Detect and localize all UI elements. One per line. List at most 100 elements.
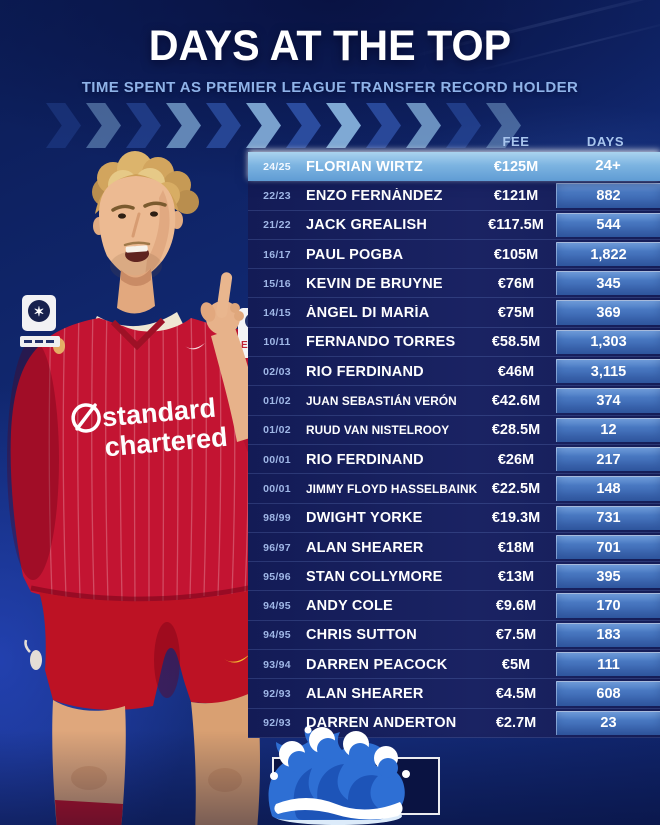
fee-value: €13M xyxy=(497,568,535,585)
player-name: ALAN SHEARER xyxy=(306,539,424,556)
days-value: 24+ xyxy=(595,157,621,175)
fee-value: €125M xyxy=(493,158,539,175)
fee-value: €2.7M xyxy=(495,715,537,732)
player-name: PAUL POGBA xyxy=(306,246,404,263)
fee-value: €4.5M xyxy=(495,685,537,702)
days-value: 148 xyxy=(556,476,660,501)
season-label: 94/95 xyxy=(263,600,291,613)
days-value: 395 xyxy=(556,564,660,589)
table-row: 94/95 CHRIS SUTTON €7.5M 183 xyxy=(248,620,660,651)
fee-value: €46M xyxy=(497,363,535,380)
fee-value: €105M xyxy=(493,246,539,263)
days-cell: 183 xyxy=(551,621,660,650)
table-row: 92/93 ALAN SHEARER €4.5M 608 xyxy=(248,679,660,709)
player-name: ÁNGEL DI MARÍA xyxy=(306,305,430,322)
season-label: 02/03 xyxy=(263,365,291,378)
days-value: 731 xyxy=(556,505,660,530)
fee-value: €5M xyxy=(501,656,531,673)
days-value: 701 xyxy=(556,534,660,560)
season-label: 10/11 xyxy=(263,336,291,349)
table-row: 24/25 FLORIAN WIRTZ €125M 24+ xyxy=(248,152,660,182)
days-cell: 701 xyxy=(551,533,660,562)
days-cell: 170 xyxy=(551,591,660,620)
days-value: 1,822 xyxy=(556,241,660,267)
player-name: STAN COLLYMORE xyxy=(306,568,443,585)
player-name: JUAN SEBASTIÁN VERÓN xyxy=(306,394,457,409)
player-name: JIMMY FLOYD HASSELBAINK xyxy=(306,481,478,496)
days-cell: 369 xyxy=(551,298,660,327)
season-label: 01/02 xyxy=(263,395,291,408)
days-value: 3,115 xyxy=(556,359,660,384)
fee-value: €9.6M xyxy=(495,598,537,615)
days-value: 12 xyxy=(556,417,660,442)
season-label: 22/23 xyxy=(263,189,291,202)
days-cell: 3,115 xyxy=(551,357,660,386)
table-row: 10/11 FERNANDO TORRES €58.5M 1,303 xyxy=(248,327,660,358)
season-label: 92/93 xyxy=(263,687,291,700)
player-name: FLORIAN WIRTZ xyxy=(306,158,423,175)
season-label: 93/94 xyxy=(263,658,291,671)
page-subtitle: TIME SPENT AS PREMIER LEAGUE TRANSFER RE… xyxy=(81,79,579,96)
table-rows: 24/25 FLORIAN WIRTZ €125M 24+ 22/23 ENZO… xyxy=(248,152,660,738)
days-cell: 1,822 xyxy=(551,240,660,269)
fee-value: €26M xyxy=(497,451,535,468)
table-row: 00/01 RIO FERDINAND €26M 217 xyxy=(248,444,660,475)
days-value: 183 xyxy=(556,622,660,648)
days-cell: 217 xyxy=(551,445,660,474)
player-legs xyxy=(52,690,260,825)
table-row: 96/97 ALAN SHEARER €18M 701 xyxy=(248,532,660,563)
days-cell: 544 xyxy=(551,211,660,240)
chevron-band xyxy=(46,103,521,148)
fee-value: €7.5M xyxy=(495,627,537,644)
season-label: 14/15 xyxy=(263,307,291,320)
table-row: 14/15 ÁNGEL DI MARÍA €75M 369 xyxy=(248,298,660,328)
player-name: ENZO FERNÁNDEZ xyxy=(306,187,443,204)
days-value: 544 xyxy=(556,212,660,237)
fee-value: €22.5M xyxy=(491,480,541,497)
season-label: 16/17 xyxy=(263,248,291,261)
player-name: RIO FERDINAND xyxy=(306,451,424,468)
wave-icon xyxy=(268,726,410,825)
table-row: 98/99 DWIGHT YORKE €19.3M 731 xyxy=(248,503,660,533)
player-name: DARREN PEACOCK xyxy=(306,656,448,673)
player-name: JACK GREALISH xyxy=(306,217,428,234)
season-label: 96/97 xyxy=(263,541,291,554)
column-header-days: DAYS xyxy=(586,133,625,149)
days-cell: 731 xyxy=(551,504,660,533)
table-row: 93/94 DARREN PEACOCK €5M 111 xyxy=(248,650,660,680)
fee-value: €75M xyxy=(497,305,535,322)
days-value: 882 xyxy=(556,183,660,208)
days-value: 217 xyxy=(556,446,660,472)
page-title: DAYS AT THE TOP xyxy=(148,22,512,70)
ucl-starball-badge: ✶ xyxy=(20,295,60,347)
player-shorts xyxy=(24,586,271,710)
season-label: 24/25 xyxy=(263,160,291,173)
season-label: 98/99 xyxy=(263,512,291,525)
player-name: FERNANDO TORRES xyxy=(306,334,456,351)
season-label: 21/22 xyxy=(263,219,291,232)
player-illustration: ✶ standard chartered Expe xyxy=(7,151,299,825)
days-cell: 23 xyxy=(551,709,660,738)
table-row: 21/22 JACK GREALISH €117.5M 544 xyxy=(248,210,660,240)
fee-value: €76M xyxy=(497,275,535,292)
season-label: 94/95 xyxy=(263,629,291,642)
player-name: CHRIS SUTTON xyxy=(306,627,417,644)
player-name: DWIGHT YORKE xyxy=(306,510,423,527)
days-cell: 12 xyxy=(551,416,660,445)
fee-value: €42.6M xyxy=(491,393,541,410)
player-name: ALAN SHEARER xyxy=(306,685,424,702)
player-name: RUUD VAN NISTELROOY xyxy=(306,423,450,438)
season-label: 92/93 xyxy=(263,717,291,730)
table-row: 02/03 RIO FERDINAND €46M 3,115 xyxy=(248,357,660,387)
svg-text:✶: ✶ xyxy=(34,304,45,319)
player-name: RIO FERDINAND xyxy=(306,363,424,380)
player-name: KEVIN DE BRUYNE xyxy=(306,275,443,292)
table-row: 22/23 ENZO FERNÁNDEZ €121M 882 xyxy=(248,181,660,211)
days-value: 374 xyxy=(556,388,660,413)
days-value: 345 xyxy=(556,271,660,296)
season-label: 15/16 xyxy=(263,277,291,290)
fee-value: €117.5M xyxy=(488,217,544,234)
days-value: 111 xyxy=(556,652,660,677)
season-label: 00/01 xyxy=(263,453,291,466)
